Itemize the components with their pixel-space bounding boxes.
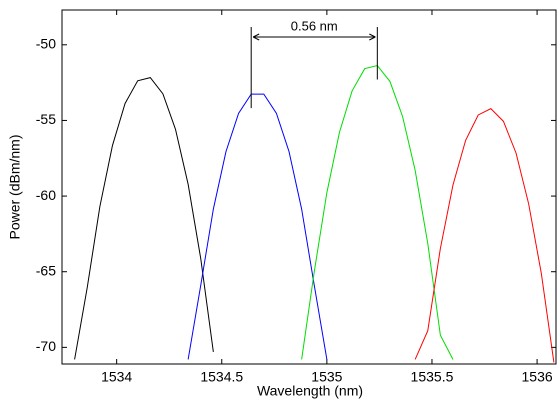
x-tick-label: 1534.5 bbox=[200, 369, 243, 385]
plot-frame bbox=[61, 9, 557, 365]
y-tick-label: -55 bbox=[36, 111, 56, 127]
y-tick-label: -60 bbox=[36, 187, 56, 203]
x-tick-label: 1535 bbox=[311, 369, 342, 385]
x-tick-label: 1535.5 bbox=[411, 369, 454, 385]
y-tick-label: -70 bbox=[36, 338, 56, 354]
arrow-head bbox=[252, 33, 376, 41]
annotation-text: 0.56 nm bbox=[291, 18, 338, 33]
y-tick-label: -50 bbox=[36, 35, 56, 51]
spectrum-line bbox=[74, 77, 214, 360]
y-axis-label: Power (dBm/nm) bbox=[7, 134, 23, 239]
x-tick-label: 1534 bbox=[101, 369, 132, 385]
spectrum-line bbox=[187, 93, 328, 360]
x-axis-label: Wavelength (nm) bbox=[257, 383, 363, 399]
spectrum-line bbox=[414, 108, 555, 363]
x-tick-label: 1536 bbox=[522, 369, 553, 385]
y-tick-label: -65 bbox=[36, 262, 56, 278]
